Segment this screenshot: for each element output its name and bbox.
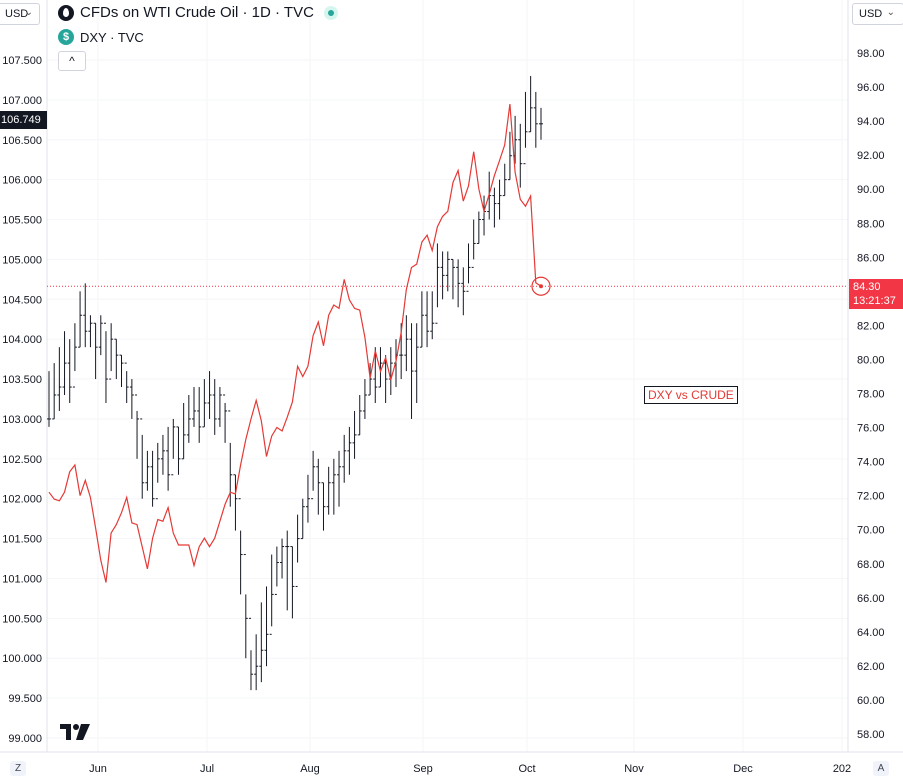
right-tick-label: 58.00 [857, 729, 885, 741]
dxy-ohlc-series [47, 75, 543, 691]
right-tick-label: 82.00 [857, 320, 885, 332]
chevron-down-icon: ⌄ [886, 7, 895, 18]
bar-countdown: 13:21:37 [853, 295, 896, 307]
left-tick-label: 103.500 [2, 374, 42, 386]
left-tick-label: 102.500 [2, 454, 42, 466]
right-tick-label: 90.00 [857, 184, 885, 196]
left-tick-label: 105.500 [2, 215, 42, 227]
chevron-up-icon: ^ [69, 54, 75, 68]
left-tick-label: 102.000 [2, 494, 42, 506]
left-currency-selector[interactable]: USD ⌄ [0, 3, 40, 25]
x-tick-label: Nov [624, 763, 644, 775]
time-axis[interactable]: Jun Jul Aug Sep Oct Nov Dec 202 [89, 763, 851, 775]
left-tick-label: 100.000 [2, 653, 42, 665]
x-tick-label: Dec [733, 763, 753, 775]
x-tick-label: Oct [518, 763, 535, 775]
left-tick-label: 106.500 [2, 135, 42, 147]
right-tick-label: 76.00 [857, 423, 885, 435]
chart-annotation[interactable]: DXY vs CRUDE [644, 386, 738, 404]
left-tick-label: 107.500 [2, 55, 42, 67]
secondary-series-legend[interactable]: $ DXY · TVC [58, 29, 144, 45]
last-value-circle [531, 276, 551, 296]
right-currency-label: USD [859, 8, 883, 20]
right-tick-label: 60.00 [857, 695, 885, 707]
right-tick-label: 68.00 [857, 559, 885, 571]
x-tick-label: Sep [413, 763, 433, 775]
crude-last-price-tag: 84.30 13:21:37 [849, 279, 903, 309]
right-tick-label: 86.00 [857, 252, 885, 264]
last-price-value: 84.30 [853, 281, 881, 293]
right-tick-label: 88.00 [857, 218, 885, 230]
last-value-dot [539, 284, 543, 289]
right-tick-label: 94.00 [857, 116, 885, 128]
auto-scale-button[interactable]: A [873, 761, 889, 776]
legend-collapse-button[interactable]: ^ [58, 51, 86, 71]
left-tick-label: 105.000 [2, 254, 42, 266]
right-tick-label: 78.00 [857, 389, 885, 401]
x-tick-label: Jul [200, 763, 214, 775]
market-status-icon[interactable] [323, 5, 338, 20]
grid-lines [47, 0, 848, 752]
dollar-icon: $ [58, 29, 74, 45]
left-tick-label: 104.500 [2, 294, 42, 306]
right-currency-selector[interactable]: USD ⌄ [852, 3, 903, 25]
x-tick-label: Jun [89, 763, 107, 775]
left-tick-label: 99.500 [8, 693, 42, 705]
left-tick-label: 101.500 [2, 534, 42, 546]
left-tick-label: 100.500 [2, 613, 42, 625]
left-tick-label: 106.000 [2, 175, 42, 187]
right-tick-label: 80.00 [857, 354, 885, 366]
right-tick-label: 66.00 [857, 593, 885, 605]
right-tick-label: 72.00 [857, 491, 885, 503]
oil-drop-icon [58, 4, 74, 21]
right-tick-label: 70.00 [857, 525, 885, 537]
zoom-reset-button[interactable]: Z [10, 761, 26, 776]
main-series-title: CFDs on WTI Crude Oil · 1D · TVC [80, 4, 314, 21]
left-tick-label: 99.000 [8, 733, 42, 745]
x-tick-label: 202 [833, 763, 851, 775]
left-tick-label: 103.000 [2, 414, 42, 426]
main-series-legend[interactable]: CFDs on WTI Crude Oil · 1D · TVC [58, 4, 338, 21]
x-tick-label: Aug [300, 763, 320, 775]
left-price-axis[interactable]: 107.500 107.000 106.500 106.000 105.500 105.0… [2, 55, 42, 745]
left-tick-label: 101.000 [2, 573, 42, 585]
chevron-down-icon: ⌄ [24, 7, 33, 18]
right-tick-label: 92.00 [857, 150, 885, 162]
secondary-series-title: DXY · TVC [80, 29, 144, 45]
tradingview-logo-icon[interactable] [60, 722, 92, 742]
right-tick-label: 74.00 [857, 457, 885, 469]
left-tick-label: 104.000 [2, 334, 42, 346]
dxy-last-value-tag: 106.749 [0, 111, 47, 129]
left-currency-label: USD [5, 8, 29, 20]
crude-oil-series-line [48, 104, 542, 583]
right-tick-label: 98.00 [857, 48, 885, 60]
right-tick-label: 96.00 [857, 82, 885, 94]
right-price-axis[interactable]: 98.0096.0094.0092.0090.0088.0086.0084.00… [857, 48, 885, 741]
right-tick-label: 62.00 [857, 661, 885, 673]
right-tick-label: 64.00 [857, 627, 885, 639]
left-tick-label: 107.000 [2, 95, 42, 107]
